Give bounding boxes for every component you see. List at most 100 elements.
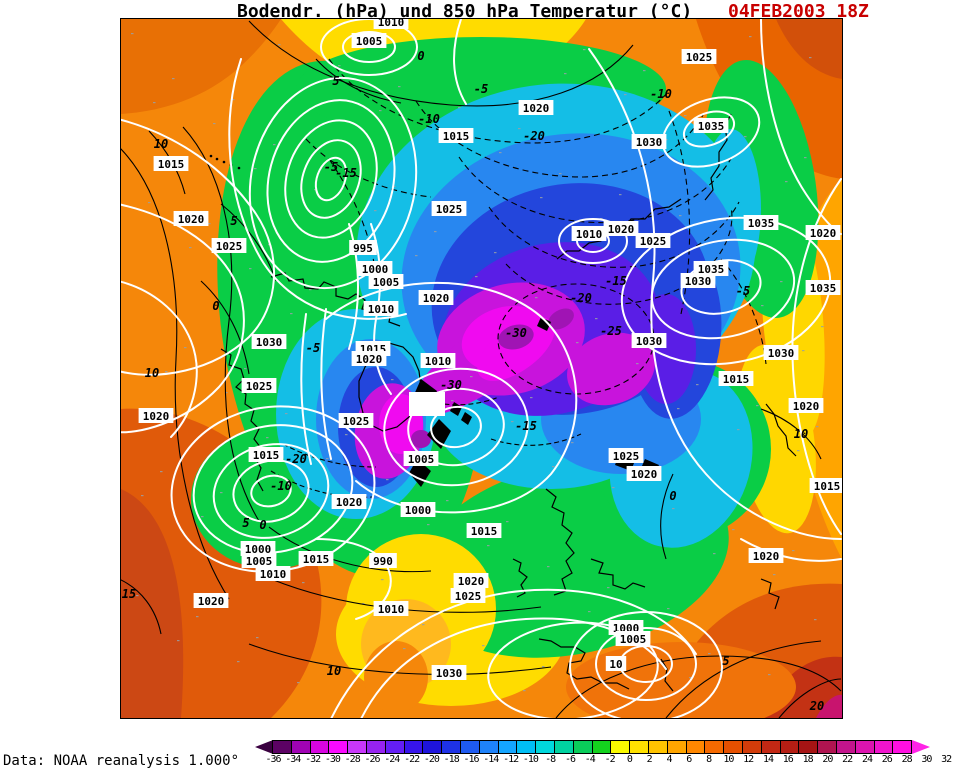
graticule-dot xyxy=(547,566,550,568)
graticule-dot xyxy=(165,371,168,373)
graticule-dot xyxy=(773,574,776,576)
pressure-label: 1015 xyxy=(303,553,330,566)
temperature-label: -5 xyxy=(324,160,338,174)
graticule-dot xyxy=(732,529,735,531)
graticule-dot xyxy=(809,57,812,59)
graticule-dot xyxy=(403,648,406,650)
graticule-dot xyxy=(756,405,759,407)
graticule-dot xyxy=(821,326,824,328)
pressure-label: 1015 xyxy=(253,449,280,462)
temperature-label: -10 xyxy=(418,112,440,126)
colorbar-segment xyxy=(760,740,781,754)
temperature-colorbar: -36 -34 -32 -30 -28 -26 -24 -22 -20 -18 -16 -14 -12-… xyxy=(255,740,959,766)
colorbar-segment xyxy=(723,740,743,754)
colorbar-tick: 16 xyxy=(782,754,794,765)
pressure-label: 1035 xyxy=(748,217,775,230)
graticule-dot xyxy=(333,165,336,167)
pressure-label-box xyxy=(368,274,404,289)
pressure-label-box xyxy=(615,631,651,646)
graticule-dot xyxy=(285,413,288,415)
graticule-dot xyxy=(802,350,805,352)
colorbar-tick: 30 xyxy=(921,754,932,765)
temperature-label: 0 xyxy=(417,49,424,63)
pressure-label: 1020 xyxy=(631,468,658,481)
temperature-label: 20 xyxy=(809,699,824,713)
colorbar-segment xyxy=(365,740,386,754)
colorbar-segment xyxy=(516,740,537,754)
pressure-label: 995 xyxy=(353,242,373,255)
colorbar-tick: -8 xyxy=(545,754,556,765)
graticule-dot xyxy=(451,400,454,402)
pressure-label: 1010 xyxy=(425,355,452,368)
colorbar-segment xyxy=(741,740,762,754)
graticule-dot xyxy=(415,255,418,257)
colorbar-segment xyxy=(666,740,687,754)
graticule-dot xyxy=(785,181,788,183)
graticule-dot xyxy=(559,173,562,175)
colorbar-segment xyxy=(892,740,913,754)
graticule-dot xyxy=(643,70,646,72)
pressure-label: 1030 xyxy=(636,335,663,348)
pressure-label-box xyxy=(603,221,639,236)
graticule-dot xyxy=(338,65,341,67)
pressure-label-box xyxy=(363,301,399,316)
colorbar-segment xyxy=(835,740,856,754)
colorbar-tick: -34 xyxy=(285,754,301,765)
pressure-label: 1020 xyxy=(793,400,820,413)
graticule-dot xyxy=(749,36,752,38)
graticule-dot xyxy=(576,342,579,344)
pressure-label: 1030 xyxy=(768,347,795,360)
temperature-label: 5 xyxy=(722,654,729,668)
pressure-label-box xyxy=(680,273,716,288)
graticule-dot xyxy=(607,587,610,589)
graticule-dot xyxy=(136,595,139,597)
colorbar-segment xyxy=(309,740,330,754)
colorbar-segment xyxy=(459,740,480,754)
graticule-dot xyxy=(696,384,699,386)
pressure-label-box xyxy=(193,593,229,608)
colorbar-tick: -26 xyxy=(364,754,380,765)
blank-label-box xyxy=(409,392,445,416)
colorbar-tick: -10 xyxy=(522,754,539,765)
colorbar-tick: -18 xyxy=(443,754,460,765)
pressure-label-box xyxy=(608,448,644,463)
pressure-label: 1015 xyxy=(471,525,498,538)
pressure-label: 1035 xyxy=(698,120,725,133)
graticule-dot xyxy=(393,186,396,188)
pressure-label: 1005 xyxy=(373,276,400,289)
pressure-label-box xyxy=(241,378,277,393)
pressure-label: 1025 xyxy=(216,240,243,253)
pressure-label-box xyxy=(431,665,467,680)
pressure-label: 1020 xyxy=(608,223,635,236)
graticule-dot xyxy=(679,215,682,217)
pressure-label-box xyxy=(748,548,784,563)
temperature-label: -5 xyxy=(736,284,750,298)
pressure-label-box xyxy=(338,413,374,428)
pressure-label: 1020 xyxy=(178,213,205,226)
pressure-label-box xyxy=(420,353,456,368)
graticule-dot xyxy=(780,281,783,283)
colorbar-segment xyxy=(610,740,631,754)
graticule-dot xyxy=(362,603,365,605)
map-title: Bodendr. (hPa) und 850 hPa Temperatur (°… xyxy=(237,1,693,22)
map-frame: 1015 1020 1025 1010 1005 1020 1015 1030 1025 1035… xyxy=(117,14,845,732)
temperature-label: 15 xyxy=(122,587,136,601)
pressure-label: 1020 xyxy=(458,575,485,588)
graticule-dot xyxy=(552,466,555,468)
pressure-label-box xyxy=(248,447,284,462)
graticule-dot xyxy=(636,363,639,365)
temperature-label: 10 xyxy=(154,137,168,151)
graticule-dot xyxy=(220,492,223,494)
temperature-label: -15 xyxy=(335,166,357,180)
pressure-label-box xyxy=(763,345,799,360)
graticule-dot xyxy=(148,202,151,204)
pressure-label: 1030 xyxy=(636,136,663,149)
pressure-label: 1010 xyxy=(368,303,395,316)
colorbar-segment xyxy=(873,740,894,754)
graticule-dot xyxy=(542,666,545,668)
colorbar-tick: -30 xyxy=(324,754,341,765)
pressure-label: 1020 xyxy=(336,496,363,509)
colorbar-segment xyxy=(591,740,612,754)
colorbar-tick: -4 xyxy=(584,754,596,765)
graticule-dot xyxy=(422,624,425,626)
